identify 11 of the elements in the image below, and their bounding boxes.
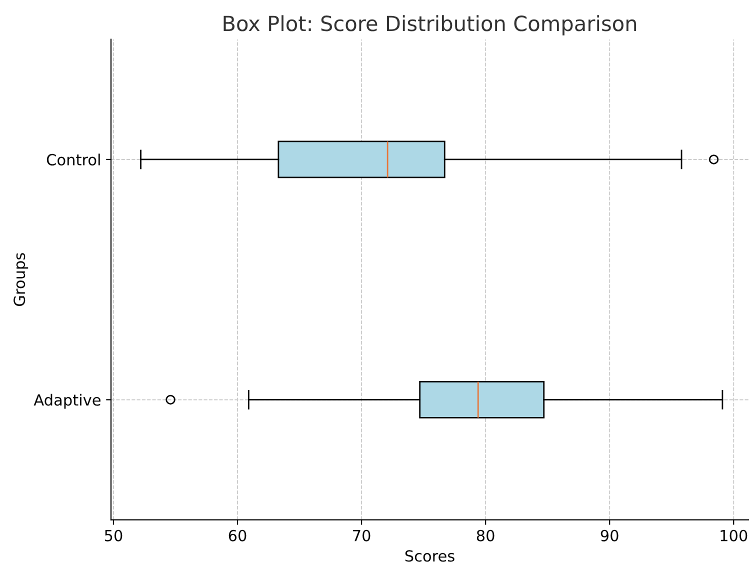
y-axis-title: Groups: [14, 253, 28, 306]
x-tick-label: 80: [476, 530, 494, 542]
x-axis-title: Scores: [405, 550, 454, 562]
x-tick-label: 50: [104, 530, 122, 542]
x-tick-label: 70: [353, 530, 370, 542]
chart-title: Box Plot: Score Distribution Comparison: [224, 15, 636, 36]
x-tick-label: 60: [228, 530, 246, 542]
y-tick-label: Adaptive: [34, 394, 100, 409]
y-tick-label: Control: [46, 154, 100, 166]
x-tick-label: 100: [720, 530, 748, 542]
x-tick-label: 90: [600, 530, 618, 542]
